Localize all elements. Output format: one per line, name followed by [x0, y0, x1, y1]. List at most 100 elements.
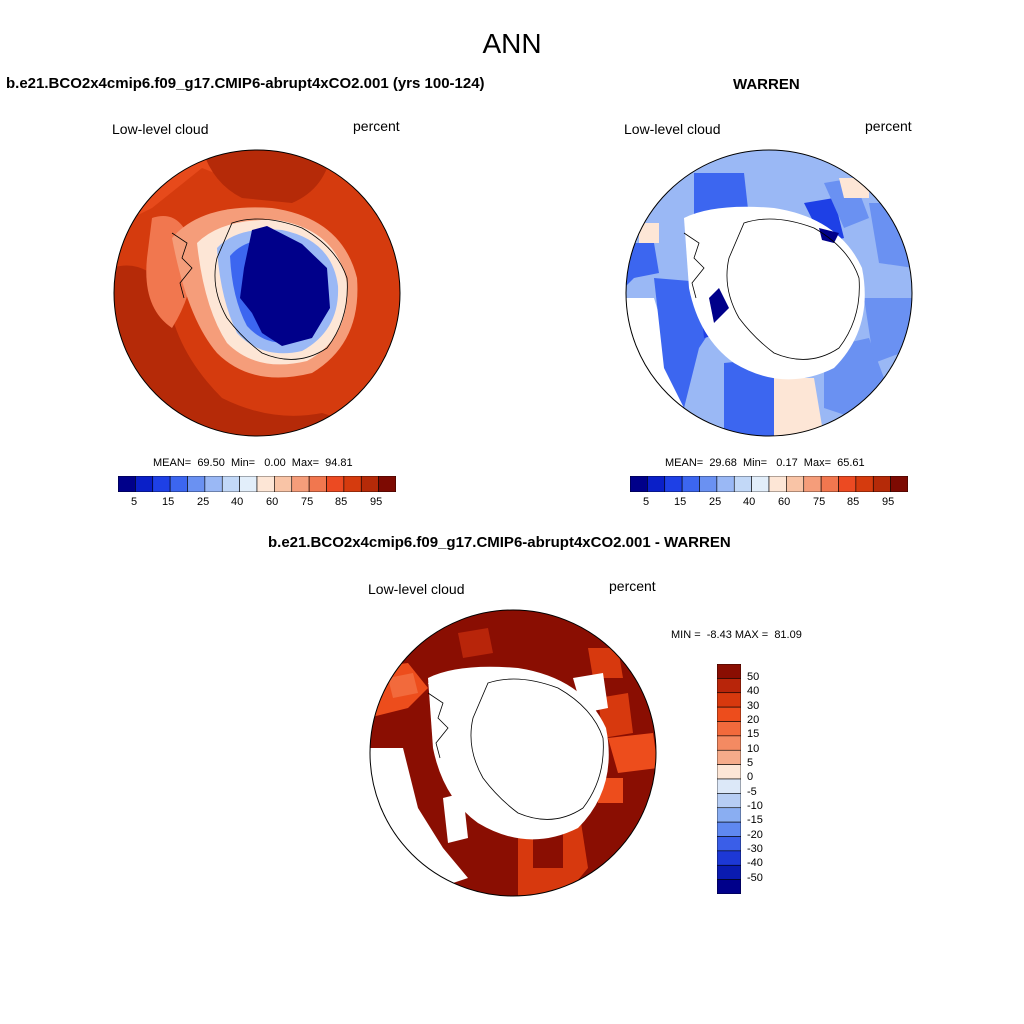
- panel2-title: WARREN: [733, 76, 800, 93]
- panel3-tick-label: 0: [747, 771, 754, 783]
- page-title: ANN: [482, 28, 542, 59]
- colorbar-swatch: [820, 475, 839, 493]
- panel1-colorbar-labels: 5 15 25 40 60 75 85 95: [118, 496, 396, 510]
- colorbar-swatch: [699, 475, 718, 493]
- panel3-tick-label: -30: [747, 843, 763, 855]
- colorbar-swatch: [716, 879, 742, 895]
- panel3-tick-label: 5: [747, 757, 754, 769]
- colorbar-swatch: [716, 735, 742, 751]
- panel2-tick-label: 25: [709, 496, 722, 508]
- colorbar-swatch: [664, 475, 683, 493]
- panel2-colorbar-labels: 5 15 25 40 60 75 85 95: [630, 496, 908, 510]
- colorbar-swatch: [716, 821, 742, 837]
- panel3-colorbar-swatches: [716, 663, 742, 895]
- panel2-tick-label: 75: [813, 496, 826, 508]
- panel1-tick-label: 95: [370, 496, 383, 508]
- panel1-variable-label: Low-level cloud: [112, 121, 209, 137]
- panel1-tick-label: 60: [266, 496, 279, 508]
- panel3-units-label: percent: [609, 578, 656, 594]
- panel1-polar-map: [113, 149, 401, 437]
- panel1-tick-label: 75: [301, 496, 314, 508]
- colorbar-swatch: [187, 475, 206, 493]
- colorbar-swatch: [872, 475, 891, 493]
- colorbar-swatch: [204, 475, 223, 493]
- panel2-units-label: percent: [865, 118, 912, 134]
- colorbar-swatch: [716, 850, 742, 866]
- panel3-tick-label: 40: [747, 685, 760, 697]
- panel2-tick-label: 95: [882, 496, 895, 508]
- panel3-minmax: MIN = -8.43 MAX = 81.09: [671, 629, 802, 641]
- panel3-tick-label: -5: [747, 786, 757, 798]
- panel3-variable-label: Low-level cloud: [368, 581, 465, 597]
- colorbar-swatch: [716, 864, 742, 880]
- colorbar-swatch: [716, 749, 742, 765]
- colorbar-swatch: [786, 475, 805, 493]
- panel3-tick-label: 10: [747, 743, 760, 755]
- colorbar-swatch: [716, 836, 742, 852]
- panel2-colorbar-swatches: [629, 475, 909, 493]
- colorbar-swatch: [716, 663, 742, 679]
- panel3-tick-label: 30: [747, 700, 760, 712]
- panel1-colorbar: [117, 475, 397, 497]
- colorbar-swatch: [135, 475, 154, 493]
- colorbar-swatch: [890, 475, 909, 493]
- colorbar-swatch: [681, 475, 700, 493]
- panel2-tick-label: 40: [743, 496, 756, 508]
- colorbar-swatch: [716, 721, 742, 737]
- panel3-polar-map: [369, 609, 657, 897]
- colorbar-swatch: [855, 475, 874, 493]
- panel3-tick-label: 20: [747, 714, 760, 726]
- panel3-colorbar-labels: 50 40 30 20 15 10 5 0 -5 -10 -15 -20 -30…: [747, 664, 787, 894]
- colorbar-swatch: [274, 475, 293, 493]
- panel1-units-label: percent: [353, 118, 400, 134]
- panel1-tick-label: 5: [131, 496, 138, 508]
- panel2-tick-label: 5: [643, 496, 650, 508]
- panel1-tick-label: 85: [335, 496, 348, 508]
- colorbar-swatch: [716, 706, 742, 722]
- colorbar-swatch: [751, 475, 770, 493]
- panel3-colorbar: [716, 663, 742, 899]
- panel1-tick-label: 25: [197, 496, 210, 508]
- colorbar-swatch: [716, 807, 742, 823]
- panel1-tick-label: 15: [162, 496, 175, 508]
- panel2-tick-label: 60: [778, 496, 791, 508]
- panel2-polar-map: [625, 149, 913, 437]
- panel3-tick-label: -20: [747, 829, 763, 841]
- colorbar-swatch: [733, 475, 752, 493]
- colorbar-swatch: [239, 475, 258, 493]
- panel3-tick-label: -15: [747, 814, 763, 826]
- colorbar-swatch: [716, 692, 742, 708]
- panel1-title: b.e21.BCO2x4cmip6.f09_g17.CMIP6-abrupt4x…: [6, 75, 485, 92]
- panel2-variable-label: Low-level cloud: [624, 121, 721, 137]
- colorbar-swatch: [647, 475, 666, 493]
- colorbar-swatch: [360, 475, 379, 493]
- panel3-tick-label: -40: [747, 857, 763, 869]
- colorbar-swatch: [152, 475, 171, 493]
- colorbar-swatch: [803, 475, 822, 493]
- panel2-colorbar: [629, 475, 909, 497]
- colorbar-swatch: [221, 475, 240, 493]
- colorbar-swatch: [326, 475, 345, 493]
- colorbar-swatch: [117, 475, 136, 493]
- panel1-stats: MEAN= 69.50 Min= 0.00 Max= 94.81: [153, 457, 353, 469]
- colorbar-swatch: [169, 475, 188, 493]
- colorbar-swatch: [838, 475, 857, 493]
- panel3-title: b.e21.BCO2x4cmip6.f09_g17.CMIP6-abrupt4x…: [268, 534, 731, 551]
- panel3-tick-label: -10: [747, 800, 763, 812]
- colorbar-swatch: [716, 764, 742, 780]
- panel3-tick-label: 15: [747, 728, 760, 740]
- panel2-tick-label: 85: [847, 496, 860, 508]
- panel3-tick-label: -50: [747, 872, 763, 884]
- panel2-stats: MEAN= 29.68 Min= 0.17 Max= 65.61: [665, 457, 865, 469]
- colorbar-swatch: [716, 475, 735, 493]
- colorbar-swatch: [716, 778, 742, 794]
- colorbar-swatch: [378, 475, 397, 493]
- panel2-tick-label: 15: [674, 496, 687, 508]
- panel1-tick-label: 40: [231, 496, 244, 508]
- colorbar-swatch: [716, 793, 742, 809]
- colorbar-swatch: [308, 475, 327, 493]
- colorbar-swatch: [768, 475, 787, 493]
- colorbar-swatch: [256, 475, 275, 493]
- panel1-colorbar-swatches: [117, 475, 397, 493]
- colorbar-swatch: [716, 678, 742, 694]
